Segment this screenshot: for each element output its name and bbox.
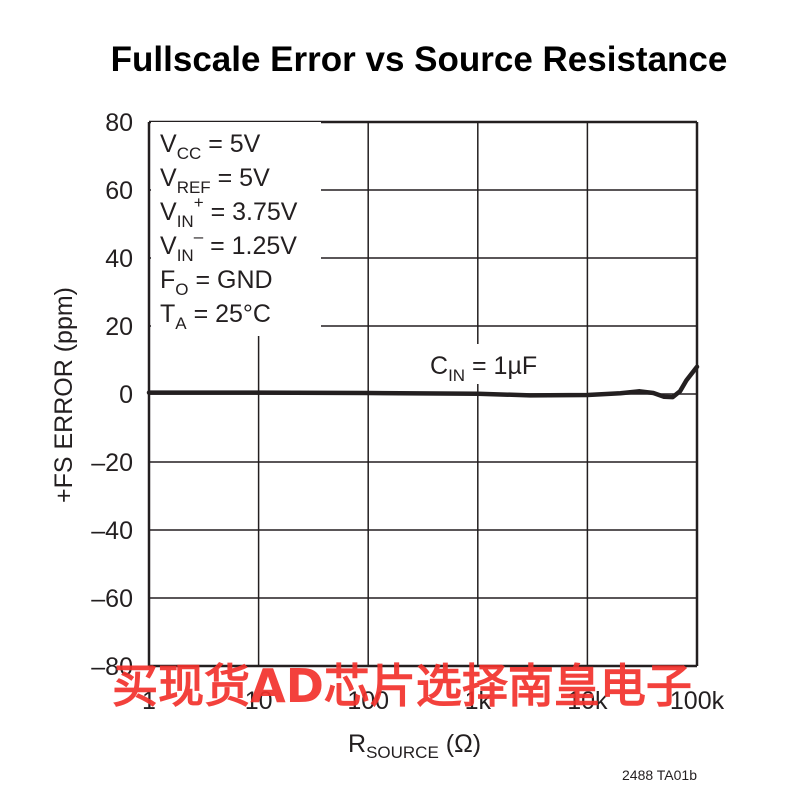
conditions-box	[151, 122, 321, 336]
y-tick-label: 20	[105, 313, 133, 341]
series-label-box	[410, 344, 546, 384]
chart-title: Fullscale Error vs Source Resistance	[111, 40, 728, 79]
y-tick-labels: 80 60 40 20 0 –20 –40 –60 –80	[91, 109, 133, 681]
y-tick-label: –40	[91, 517, 133, 545]
y-tick-label: –80	[91, 653, 133, 681]
condition-line: FO = GND	[160, 266, 273, 299]
x-tick-labels: 1 10 100 1k 10k 100k	[142, 687, 725, 715]
watermark: 买现货AD芯片选择南皇电子	[112, 659, 692, 713]
condition-line: VCC = 5V	[160, 130, 261, 163]
x-tick-label: 100	[347, 687, 389, 715]
condition-line: TA = 25°C	[160, 300, 271, 333]
x-tick-label: 1k	[465, 687, 492, 715]
y-axis-label: +FS ERROR (ppm)	[50, 287, 78, 503]
y-tick-label: –20	[91, 449, 133, 477]
x-axis-label: RSOURCE (Ω)	[348, 730, 481, 762]
condition-line: VIN+ = 3.75V	[160, 193, 298, 231]
series-line-cin-1uf	[146, 364, 700, 400]
x-tick-label: 100k	[670, 687, 725, 715]
y-tick-label: 80	[105, 109, 133, 137]
figure-code: 2488 TA01b	[622, 767, 697, 783]
x-tick-label: 10	[245, 687, 273, 715]
x-tick-label: 1	[142, 687, 156, 715]
y-tick-label: 0	[119, 381, 133, 409]
series-label: CIN = 1µF	[430, 352, 537, 385]
y-tick-label: 40	[105, 245, 133, 273]
y-tick-label: –60	[91, 585, 133, 613]
x-tick-label: 10k	[567, 687, 608, 715]
condition-line: VREF = 5V	[160, 164, 270, 197]
y-tick-label: 60	[105, 177, 133, 205]
condition-line: VIN– = 1.25V	[160, 227, 297, 265]
